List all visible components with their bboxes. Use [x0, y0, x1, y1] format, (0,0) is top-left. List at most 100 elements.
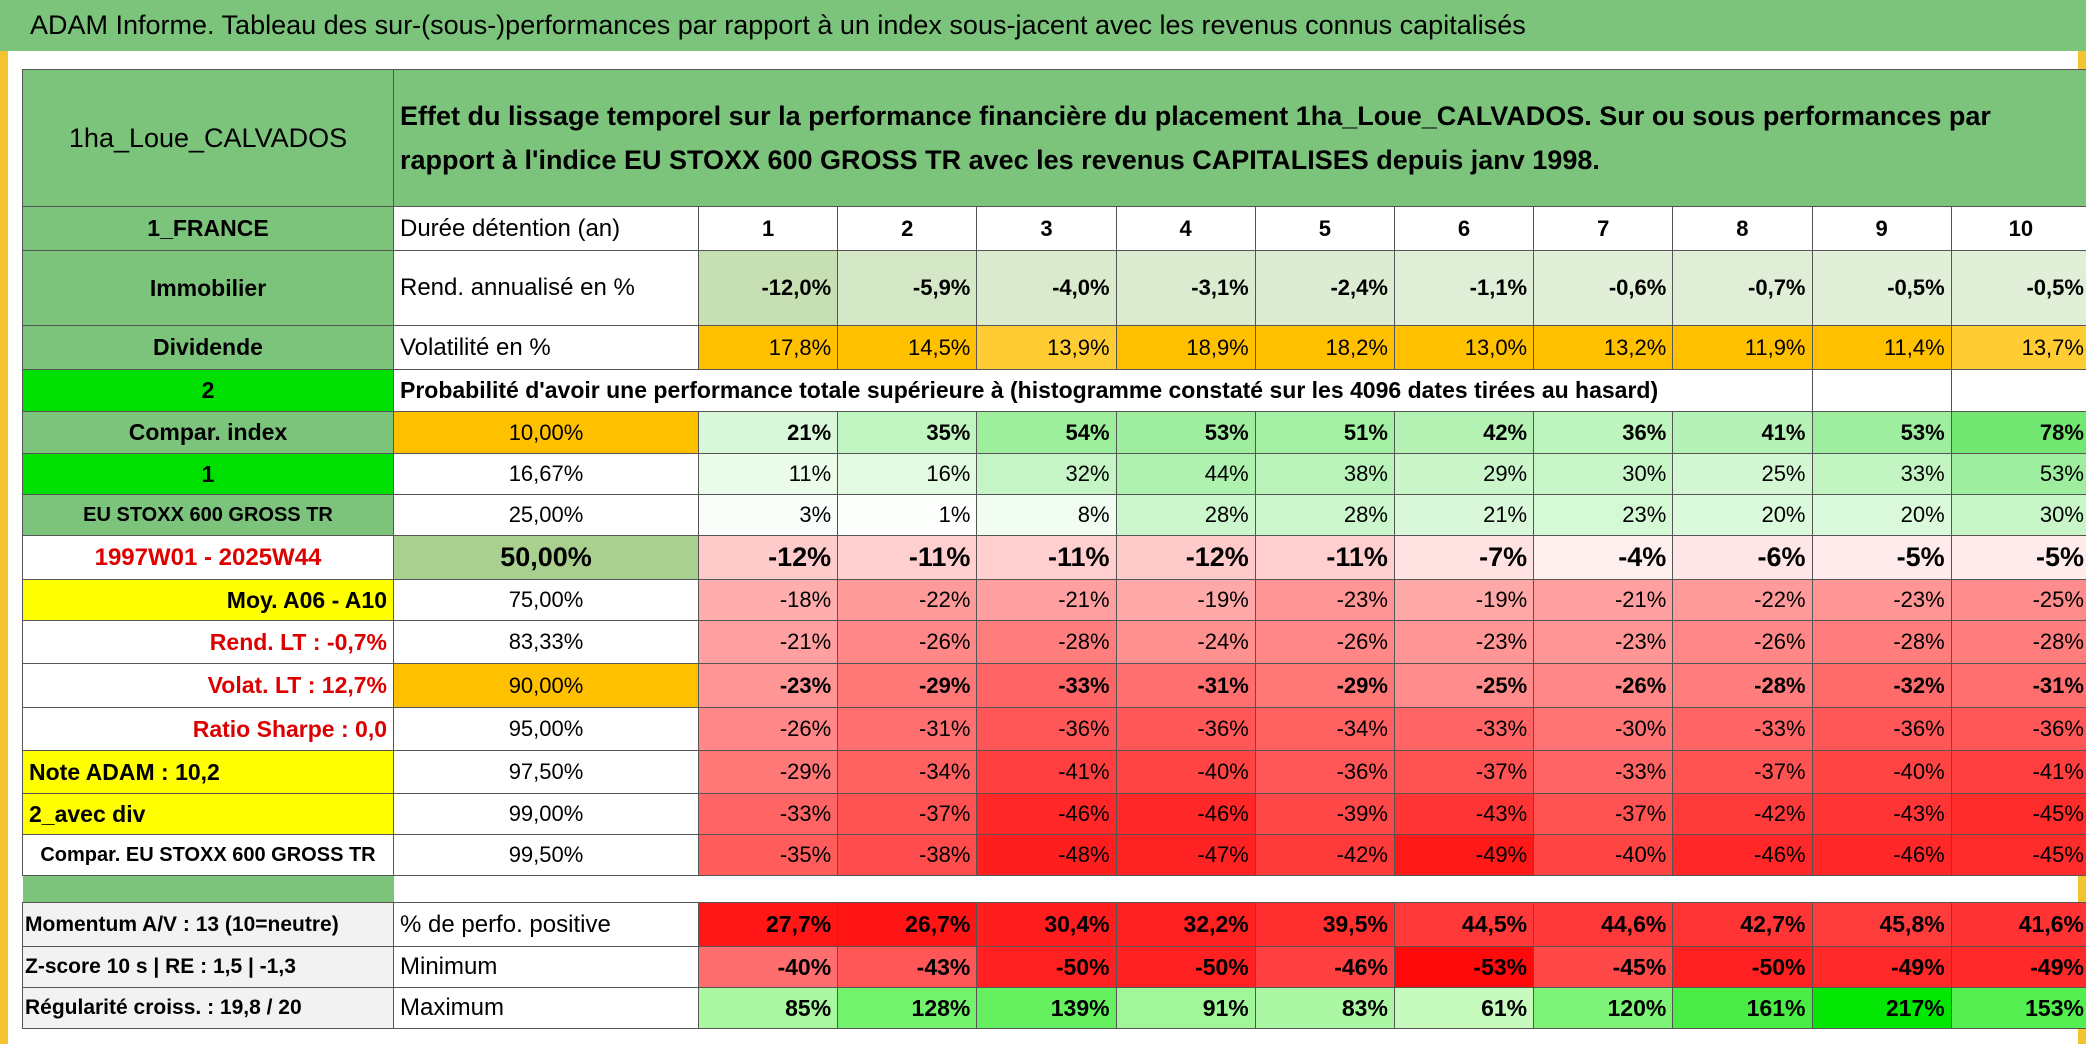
value-cell: -19% [1115, 579, 1256, 621]
row-sub-label: 83,33% [393, 620, 699, 664]
value-cell: -48% [976, 834, 1117, 876]
value-cell: -23% [1533, 620, 1674, 664]
value-cell: -26% [697, 707, 839, 751]
table-row: EU STOXX 600 GROSS TR 25,00% 3% 1% 8% 28% 28% 2… [22, 494, 2086, 536]
value-cell: -11% [1254, 535, 1395, 580]
value-cell: -42% [1254, 834, 1395, 876]
indicator-name: % de perfo. positive [393, 902, 699, 947]
row-label: Rend. LT : -0,7% [22, 620, 394, 664]
value-cell: -43% [1393, 793, 1535, 835]
footer-row: Z-score 10 s | RE : 1,5 | -1,3 Minimum -40… [22, 946, 2086, 988]
value-cell: -22% [1672, 579, 1813, 621]
value-cell: -33% [1672, 707, 1813, 751]
duration-header: 5 [1254, 206, 1395, 251]
value-cell: -4,0% [976, 250, 1117, 326]
row-sub-label: 90,00% [393, 663, 699, 708]
value-cell: 11% [697, 453, 839, 495]
value-cell: 29% [1393, 453, 1535, 495]
value-cell: -42% [1672, 793, 1813, 835]
value-cell: 33% [1811, 453, 1952, 495]
row-label: 1_FRANCE [22, 206, 394, 251]
table-row: 1997W01 - 2025W44 50,00% -12% -11% -11% -12% -… [22, 535, 2086, 580]
indicator-value: -50% [1672, 946, 1813, 988]
row-label: Volat. LT : 12,7% [22, 663, 394, 708]
value-cell: 78% [1950, 411, 2086, 454]
indicator-value: -50% [1115, 946, 1256, 988]
value-cell: 13,0% [1393, 325, 1535, 370]
value-cell: -23% [1811, 579, 1952, 621]
gap-row [22, 875, 2086, 903]
value-cell: 18,9% [1115, 325, 1256, 370]
value-cell: -29% [837, 663, 978, 708]
indicator-value: 83% [1254, 987, 1395, 1029]
value-cell: -37% [1533, 793, 1674, 835]
value-cell: -12% [697, 535, 839, 580]
value-cell: -11% [837, 535, 978, 580]
value-cell: -40% [1115, 750, 1256, 794]
indicator-value: 39,5% [1254, 902, 1395, 947]
value-cell: -26% [1672, 620, 1813, 664]
duration-header: 4 [1115, 206, 1256, 251]
value-cell: -29% [697, 750, 839, 794]
row-label: 1 [22, 453, 394, 495]
value-cell: 13,7% [1950, 325, 2086, 370]
value-cell: -28% [1950, 620, 2086, 664]
value-cell: 21% [697, 411, 839, 454]
value-cell: -45% [1950, 793, 2086, 835]
value-cell: -34% [837, 750, 978, 794]
value-cell: -36% [1115, 707, 1256, 751]
indicator-value: 153% [1950, 987, 2086, 1029]
value-cell: -3,1% [1115, 250, 1256, 326]
empty-cell [1811, 369, 1952, 412]
indicator-value: -43% [837, 946, 978, 988]
value-cell: -28% [976, 620, 1117, 664]
value-cell: -36% [976, 707, 1117, 751]
indicator-label: Momentum A/V : 13 (10=neutre) [22, 902, 394, 947]
value-cell: -25% [1393, 663, 1535, 708]
duration-header: 10 [1950, 206, 2086, 251]
value-cell: -46% [1811, 834, 1952, 876]
value-cell: -33% [697, 793, 839, 835]
table-row: Ratio Sharpe : 0,0 95,00% -26% -31% -36% -36%… [22, 707, 2086, 751]
indicator-value: 42,7% [1672, 902, 1813, 947]
section-label: Probabilité d'avoir une performance tota… [393, 369, 1813, 412]
value-cell: -26% [837, 620, 978, 664]
row-label: EU STOXX 600 GROSS TR [22, 494, 394, 536]
indicator-value: 120% [1533, 987, 1674, 1029]
value-cell: -36% [1811, 707, 1952, 751]
value-cell: -12,0% [697, 250, 839, 326]
value-cell: 14,5% [837, 325, 978, 370]
value-cell: -40% [1533, 834, 1674, 876]
indicator-value: 91% [1115, 987, 1256, 1029]
row-sub-label: Durée détention (an) [393, 206, 699, 251]
row-sub-label: 25,00% [393, 494, 699, 536]
row-label: Ratio Sharpe : 0,0 [22, 707, 394, 751]
table-row: 2_avec div 99,00% -33% -37% -46% -46% -39% -43%… [22, 793, 2086, 835]
row-sub-label: 10,00% [393, 411, 699, 454]
table-row: Immobilier Rend. annualisé en % -12,0% -5,9… [22, 250, 2086, 326]
page-title: ADAM Informe. Tableau des sur-(sous-)per… [0, 0, 2086, 51]
indicator-value: 44,5% [1393, 902, 1535, 947]
value-cell: 21% [1393, 494, 1535, 536]
value-cell: -23% [1393, 620, 1535, 664]
value-cell: 30% [1533, 453, 1674, 495]
value-cell: -7% [1393, 535, 1535, 580]
indicator-value: 45,8% [1811, 902, 1952, 947]
value-cell: -46% [1115, 793, 1256, 835]
row-sub-label: 99,50% [393, 834, 699, 876]
indicator-value: 26,7% [837, 902, 978, 947]
indicator-value: -53% [1393, 946, 1535, 988]
indicator-label: Régularité croiss. : 19,8 / 20 [22, 987, 394, 1029]
value-cell: -6% [1672, 535, 1813, 580]
value-cell: 25% [1672, 453, 1813, 495]
indicator-value: -49% [1811, 946, 1952, 988]
value-cell: 13,2% [1533, 325, 1674, 370]
row-label: 2 [22, 369, 394, 412]
table-row: Dividende Volatilité en % 17,8% 14,5% 13,9% 1… [22, 325, 2086, 370]
indicator-value: 27,7% [697, 902, 839, 947]
value-cell: 35% [837, 411, 978, 454]
value-cell: -0,6% [1533, 250, 1674, 326]
value-cell: 53% [1811, 411, 1952, 454]
footer-row: Momentum A/V : 13 (10=neutre)% de perfo.… [22, 902, 2086, 947]
duration-header: 2 [837, 206, 978, 251]
